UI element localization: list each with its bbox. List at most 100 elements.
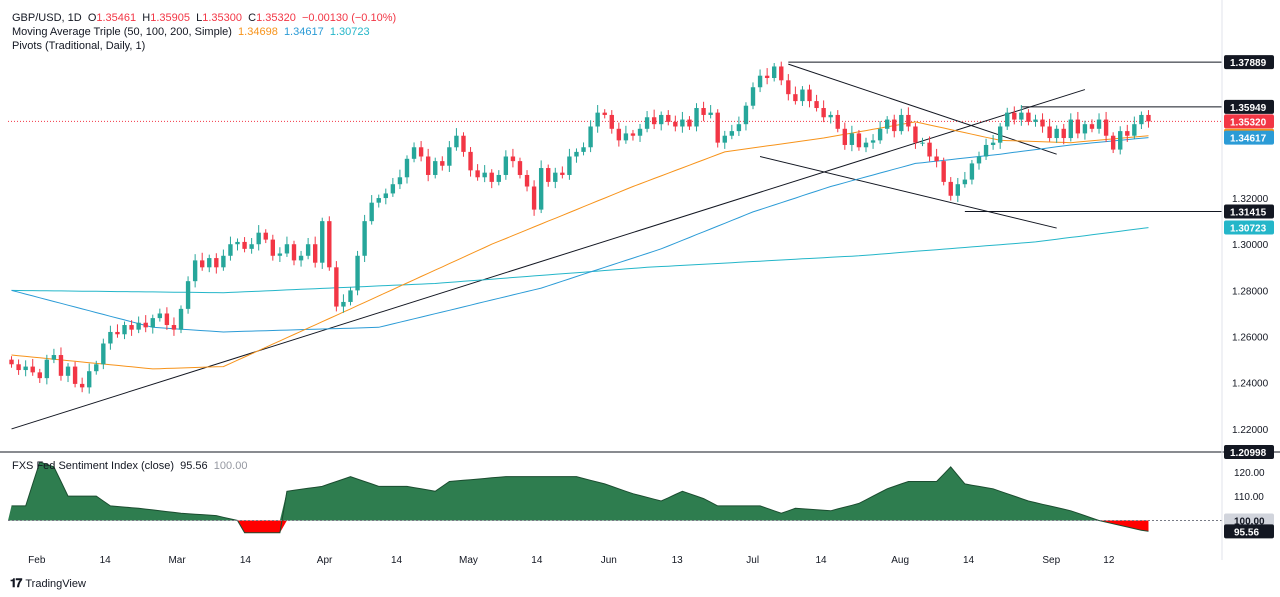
sub-price-tag-label: 95.56: [1234, 527, 1259, 538]
candle-body: [376, 198, 381, 203]
candle-body: [44, 359, 50, 379]
candle-body: [828, 114, 833, 118]
candle-body: [884, 119, 890, 129]
x-tick-label: Jun: [601, 555, 617, 566]
candle-body: [164, 313, 170, 326]
price-tag-label: 1.35320: [1230, 117, 1267, 128]
candle-body: [920, 142, 925, 144]
candle-body: [595, 112, 600, 127]
price-tag-label: 1.35949: [1230, 103, 1267, 114]
candle-body: [708, 112, 713, 115]
candle-body: [16, 364, 21, 371]
y-tick-label: 1.30000: [1232, 240, 1269, 251]
sentiment-line: [11, 461, 1149, 534]
candle-body: [574, 151, 579, 157]
sub-y-tick-label: 120.00: [1234, 468, 1265, 479]
candle-body: [171, 325, 177, 330]
candle-body: [312, 244, 318, 263]
candle-body: [849, 133, 855, 145]
trendline: [11, 89, 1086, 430]
price-tag-label: 1.30723: [1230, 224, 1267, 235]
tradingview-branding[interactable]: 𝟏𝟕 TradingView: [10, 576, 86, 591]
candle-body: [178, 308, 184, 330]
price-tag: [1224, 130, 1274, 145]
candle-body: [327, 221, 332, 268]
price-tag-label: 1.37889: [1230, 58, 1267, 69]
sub-price-tag-label: 100.00: [1234, 517, 1265, 528]
candle-body: [743, 105, 749, 125]
candle-body: [1047, 126, 1052, 139]
candle-body: [277, 253, 283, 256]
candle-body: [807, 89, 812, 102]
ma200-value: 1.30723: [329, 26, 370, 38]
x-tick-label: Mar: [168, 555, 186, 566]
candle-body: [1096, 119, 1102, 129]
high-value: 1.35905: [150, 12, 190, 24]
candle-body: [23, 366, 28, 371]
candle-body: [969, 163, 975, 180]
candle-body: [37, 372, 42, 379]
candle-body: [623, 133, 629, 141]
candle-body: [397, 177, 403, 185]
candle-body: [772, 66, 777, 79]
candle-body: [1054, 128, 1059, 139]
x-tick-label: 13: [672, 555, 684, 566]
candle-body: [503, 156, 509, 175]
sentiment-plot[interactable]: [8, 461, 1222, 534]
pivots-title: Pivots (Traditional, Daily, 1): [12, 40, 146, 52]
candle-body: [157, 313, 163, 319]
candle-body: [821, 108, 826, 118]
candle-body: [284, 244, 290, 254]
sentiment-title: FXS Fed Sentiment Index (close): [12, 460, 175, 472]
price-tag: [1224, 204, 1274, 219]
price-tag: [1224, 99, 1274, 114]
pivots-legend: Pivots (Traditional, Daily, 1): [12, 39, 145, 53]
candle-body: [800, 89, 805, 102]
price-plot[interactable]: [8, 61, 1222, 430]
ohlc-legend: GBP/USD, 1D O1.35461 H1.35905 L1.35300 C…: [12, 12, 397, 24]
sentiment-area-above: [8, 462, 1149, 521]
candle-body: [863, 142, 869, 148]
ma100-line: [11, 137, 1149, 333]
candle-body: [1026, 112, 1031, 122]
price-tag-label: 1.31415: [1230, 208, 1267, 219]
candle-body: [814, 101, 819, 109]
candle-body: [899, 114, 904, 132]
candle-body: [553, 172, 558, 182]
x-tick-label: 14: [100, 555, 112, 566]
sub-price-tag: [1224, 513, 1274, 528]
candle-body: [298, 255, 304, 261]
price-tag-label: 1.34617: [1230, 134, 1267, 145]
change-value: −0.00130 (−0.10%): [301, 12, 397, 24]
candle-body: [786, 80, 791, 95]
candle-body: [524, 174, 530, 187]
candle-body: [715, 112, 720, 143]
ma-legend: Moving Average Triple (50, 100, 200, Sim…: [12, 25, 370, 39]
x-tick-label: 14: [963, 555, 975, 566]
candle-body: [870, 140, 876, 143]
candle-body: [256, 232, 261, 245]
candle-body: [1012, 112, 1017, 120]
tradingview-name: TradingView: [25, 577, 86, 590]
y-tick-label: 1.26000: [1232, 333, 1269, 344]
candle-body: [242, 241, 247, 249]
ma100-value: 1.34617: [283, 26, 324, 38]
candle-body: [468, 151, 473, 171]
candle-body: [934, 156, 939, 162]
candle-body: [673, 121, 678, 127]
candle-body: [644, 117, 650, 129]
candle-body: [651, 117, 657, 125]
candle-body: [948, 181, 953, 196]
candle-body: [990, 142, 996, 145]
candle-body: [115, 331, 120, 335]
candle-body: [962, 179, 968, 185]
price-tag: [1224, 220, 1274, 235]
candle-body: [531, 186, 537, 210]
candle-body: [976, 156, 982, 164]
candle-body: [425, 156, 431, 175]
y-tick-label: 1.28000: [1232, 286, 1269, 297]
candle-body: [722, 135, 727, 143]
candle-body: [1033, 119, 1038, 122]
candle-body: [433, 161, 438, 175]
